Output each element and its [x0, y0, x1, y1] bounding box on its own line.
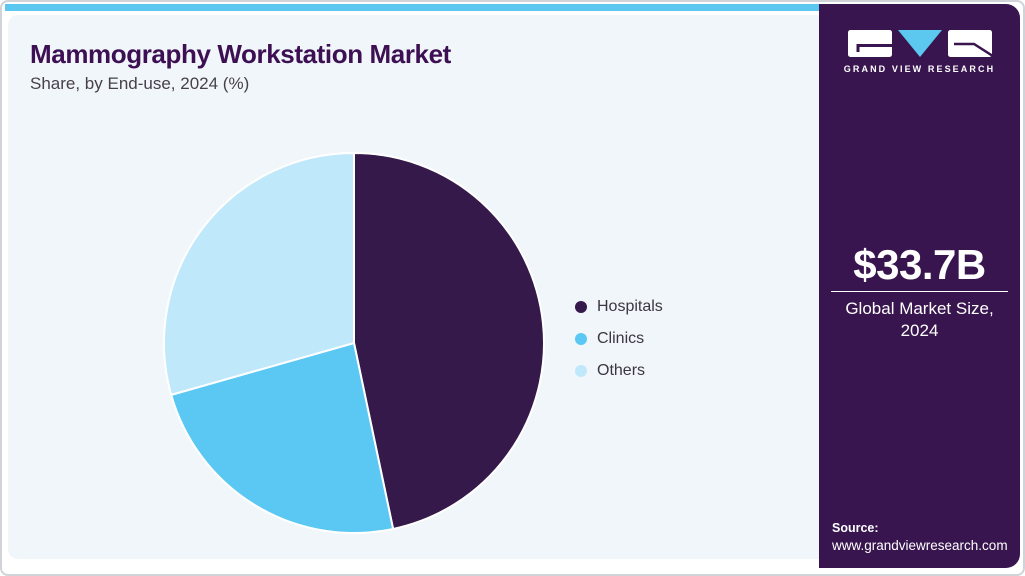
pie-chart-svg — [163, 152, 545, 534]
legend-marker-icon — [575, 333, 587, 345]
legend-item-others[interactable]: Others — [575, 355, 663, 387]
pie-slice-clinics[interactable] — [170, 342, 395, 534]
legend-label: Hospitals — [597, 298, 663, 315]
page-title: Mammography Workstation Market — [30, 39, 451, 69]
source-block: Source: www.grandviewresearch.com — [832, 520, 1008, 554]
market-size-caption-1: Global Market Size, — [845, 299, 994, 318]
logo-g-glyph — [856, 44, 892, 52]
logo-r-glyph — [953, 42, 992, 57]
gvr-logo-icon — [847, 30, 992, 57]
market-size-value: $33.7B — [853, 241, 986, 288]
divider — [831, 291, 1008, 292]
source-url[interactable]: www.grandviewresearch.com — [832, 538, 1008, 553]
brand-name: GRAND VIEW RESEARCH — [843, 64, 996, 74]
legend-marker-icon — [575, 365, 587, 377]
legend-marker-icon — [575, 301, 587, 313]
logo-block-g — [847, 30, 892, 57]
legend-item-clinics[interactable]: Clinics — [575, 323, 663, 355]
market-size-caption-2: 2024 — [900, 321, 939, 340]
source-label: Source: — [832, 521, 879, 535]
pie-slice-hospitals[interactable] — [353, 152, 545, 530]
top-accent-bar — [5, 4, 825, 11]
brand-logo: GRAND VIEW RESEARCH — [819, 30, 1020, 74]
legend-label: Clinics — [597, 330, 645, 347]
pie-chart — [148, 137, 560, 549]
sidebar: GRAND VIEW RESEARCH $33.7B Global Market… — [819, 4, 1020, 568]
legend-item-hospitals[interactable]: Hospitals — [575, 291, 663, 323]
pie-slice-others[interactable] — [163, 152, 355, 396]
chart-panel: Mammography Workstation Market Share, by… — [8, 15, 825, 559]
legend-label: Others — [597, 362, 646, 379]
logo-v-triangle-icon — [897, 30, 942, 57]
chart-legend: Hospitals Clinics Others — [575, 291, 663, 387]
market-size-block: $33.7B Global Market Size, 2024 — [819, 242, 1020, 342]
page-subtitle: Share, by End-use, 2024 (%) — [30, 74, 250, 93]
